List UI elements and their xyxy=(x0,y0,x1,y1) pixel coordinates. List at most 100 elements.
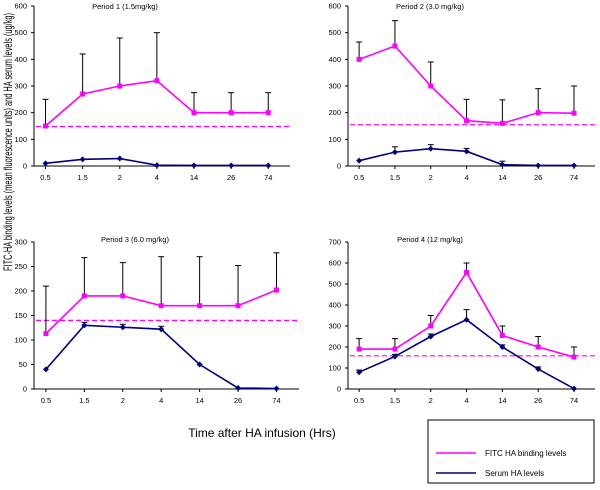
x-tick-label: 1.5 xyxy=(79,396,89,405)
binding-point xyxy=(197,303,203,309)
x-tick-label: 26 xyxy=(234,396,242,405)
chart-panels: Period 1 (1.5mg/kg) 0 100 200 300 400 500 600 0.… xyxy=(14,2,595,405)
binding-point xyxy=(43,123,49,129)
y-tick-label: 500 xyxy=(328,280,341,289)
x-tick-label: 26 xyxy=(534,396,542,405)
x-axis-label: Time after HA infusion (Hrs) xyxy=(188,426,336,440)
serum-point xyxy=(265,162,272,169)
x-tick-label: 74 xyxy=(272,396,280,405)
panel-title: Period 3 (6.0 mg/kg) xyxy=(101,235,169,244)
binding-point xyxy=(428,83,434,89)
serum-point xyxy=(427,333,434,340)
y-tick-label: 600 xyxy=(328,2,341,11)
x-tick-label: 0.5 xyxy=(41,396,51,405)
y-tick-label: 500 xyxy=(14,28,27,37)
serum-point xyxy=(427,145,434,152)
y-tick-label: 400 xyxy=(14,55,27,64)
binding-point xyxy=(571,110,577,116)
y-axis-label: FITC-HA binding levels (mean fluorescenc… xyxy=(1,13,15,271)
panel-title: Period 1 (1.5mg/kg) xyxy=(92,2,158,11)
serum-point xyxy=(81,322,88,329)
serum-point xyxy=(42,160,49,167)
y-tick-label: 700 xyxy=(328,238,341,247)
binding-point xyxy=(81,293,87,299)
y-tick-label: 300 xyxy=(328,322,341,331)
serum-point xyxy=(196,361,203,368)
y-tick-label: 600 xyxy=(328,259,341,268)
y-tick-label: 200 xyxy=(14,287,27,296)
y-tick-label: 300 xyxy=(14,82,27,91)
x-tick-label: 2 xyxy=(118,173,122,182)
x-tick-label: 74 xyxy=(570,173,578,182)
x-tick-label: 2 xyxy=(429,396,433,405)
y-tick-label: 600 xyxy=(14,2,27,11)
serum-point xyxy=(463,316,470,323)
y-tick-label: 100 xyxy=(328,364,341,373)
binding-point xyxy=(80,91,86,97)
y-tick-label: 150 xyxy=(14,311,27,320)
x-tick-label: 26 xyxy=(534,173,542,182)
chart-panel-2: Period 2 (3.0 mg/kg) 0 100 200 300 400 500 600 0… xyxy=(328,2,595,182)
binding-point xyxy=(464,269,470,275)
binding-point xyxy=(154,78,160,84)
serum-point xyxy=(463,148,470,155)
x-tick-label: 1.5 xyxy=(390,396,400,405)
x-tick-label: 0.5 xyxy=(40,173,50,182)
serum-point xyxy=(356,369,363,376)
y-tick-label: 300 xyxy=(14,238,27,247)
x-tick-label: 4 xyxy=(464,396,468,405)
binding-point xyxy=(356,346,362,352)
y-tick-label: 0 xyxy=(23,162,27,171)
serum-point xyxy=(158,326,165,333)
binding-point xyxy=(120,293,126,299)
legend-binding-label: FITC HA binding levels xyxy=(485,449,566,458)
binding-point xyxy=(117,83,123,89)
x-tick-label: 74 xyxy=(570,396,578,405)
x-tick-label: 4 xyxy=(464,173,468,182)
x-tick-label: 4 xyxy=(159,396,163,405)
serum-point xyxy=(116,155,123,162)
serum-point xyxy=(535,162,542,169)
x-tick-label: 74 xyxy=(264,173,272,182)
serum-series-line xyxy=(45,324,277,390)
y-tick-label: 400 xyxy=(328,55,341,64)
y-tick-label: 100 xyxy=(14,336,27,345)
binding-point xyxy=(191,110,197,116)
y-tick-label: 250 xyxy=(14,262,27,271)
serum-point xyxy=(535,366,542,373)
y-tick-label: 200 xyxy=(328,343,341,352)
serum-point xyxy=(79,156,86,163)
serum-point xyxy=(571,162,578,169)
serum-point xyxy=(273,385,280,392)
y-tick-label: 100 xyxy=(14,135,27,144)
chart-panel-1: Period 1 (1.5mg/kg) 0 100 200 300 400 500 600 0.… xyxy=(14,2,290,182)
panel-title: Period 4 (12 mg/kg) xyxy=(397,235,463,244)
binding-point xyxy=(356,56,362,62)
x-tick-label: 0.5 xyxy=(354,173,364,182)
binding-point xyxy=(43,331,49,337)
binding-point xyxy=(273,287,279,293)
chart-panel-3: Period 3 (6.0 mg/kg) 0 50 100 150 200 250 300 0.… xyxy=(14,235,299,405)
serum-point xyxy=(153,162,160,169)
binding-series-line xyxy=(44,79,269,127)
x-tick-label: 1.5 xyxy=(77,173,87,182)
binding-point xyxy=(535,110,541,116)
binding-point xyxy=(464,118,470,124)
x-tick-label: 2 xyxy=(121,396,125,405)
x-tick-label: 14 xyxy=(498,396,506,405)
binding-point xyxy=(392,346,398,352)
serum-point xyxy=(228,162,235,169)
legend-serum-label: Serum HA levels xyxy=(485,469,544,478)
serum-point xyxy=(571,385,578,392)
serum-point xyxy=(499,161,506,168)
serum-series-line xyxy=(358,318,575,390)
legend: FITC HA binding levels Serum HA levels xyxy=(427,419,595,484)
y-tick-label: 500 xyxy=(328,28,341,37)
binding-point xyxy=(392,43,398,49)
legend-box xyxy=(427,419,595,484)
binding-point xyxy=(235,303,241,309)
binding-point xyxy=(499,120,505,126)
serum-point xyxy=(191,162,197,169)
binding-point xyxy=(265,110,271,116)
